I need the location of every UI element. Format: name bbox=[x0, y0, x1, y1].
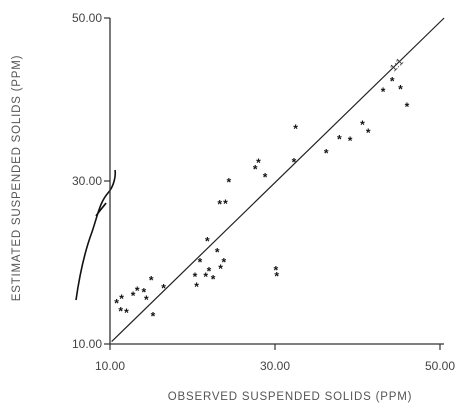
hand-drawn-curve-tick bbox=[95, 202, 107, 217]
data-point: * bbox=[193, 270, 198, 284]
data-point: * bbox=[292, 155, 297, 169]
data-point: * bbox=[135, 284, 140, 298]
data-point: * bbox=[144, 293, 149, 307]
data-point: * bbox=[360, 118, 365, 132]
data-point: * bbox=[203, 270, 208, 284]
data-point: * bbox=[207, 264, 212, 278]
data-point: * bbox=[223, 197, 228, 211]
data-point: * bbox=[253, 163, 258, 177]
data-point: * bbox=[151, 309, 156, 323]
data-point: * bbox=[390, 75, 395, 89]
x-tick-label: 50.00 bbox=[425, 359, 455, 373]
data-point: * bbox=[324, 146, 329, 160]
data-point: * bbox=[124, 306, 129, 320]
data-point: * bbox=[226, 176, 231, 190]
data-point: * bbox=[161, 282, 166, 296]
data-point: * bbox=[381, 85, 386, 99]
data-point: * bbox=[405, 100, 410, 114]
y-tick-label: 10.00 bbox=[72, 337, 102, 351]
data-point: * bbox=[337, 132, 342, 146]
data-point: * bbox=[194, 280, 199, 294]
y-axis-title: ESTIMATED SUSPENDED SOLIDS (PPM) bbox=[11, 55, 23, 301]
x-axis-title: OBSERVED SUSPENDED SOLIDS (PPM) bbox=[168, 391, 412, 403]
data-point: * bbox=[274, 269, 279, 283]
y-ticks: 10.00 30.00 50.00 bbox=[72, 11, 110, 351]
data-point: * bbox=[348, 134, 353, 148]
data-point: * bbox=[273, 264, 278, 278]
data-point: * bbox=[222, 256, 227, 270]
y-tick-label: 30.00 bbox=[72, 174, 102, 188]
one-to-one-label: 1:1 bbox=[388, 56, 406, 74]
data-point: * bbox=[398, 83, 403, 97]
data-point: * bbox=[198, 256, 203, 270]
data-point: * bbox=[149, 273, 154, 287]
x-tick-label: 10.00 bbox=[95, 359, 125, 373]
data-point: * bbox=[263, 171, 268, 185]
data-point: * bbox=[205, 234, 210, 248]
x-ticks: 10.00 30.00 50.00 bbox=[95, 344, 455, 373]
data-point: * bbox=[217, 198, 222, 212]
data-point: * bbox=[293, 122, 298, 136]
one-to-one-line bbox=[111, 17, 445, 342]
data-point: * bbox=[218, 262, 223, 276]
y-tick-label: 50.00 bbox=[72, 11, 102, 25]
x-tick-label: 30.00 bbox=[260, 359, 290, 373]
data-points: * ** ** * **************** *********** ******* bbox=[114, 75, 409, 324]
data-point: * bbox=[118, 304, 123, 318]
data-point: * bbox=[215, 246, 220, 260]
data-point: * bbox=[131, 289, 136, 303]
data-point: * bbox=[141, 286, 146, 300]
data-point: * bbox=[366, 126, 371, 140]
data-point: * bbox=[256, 156, 261, 170]
data-point: * bbox=[119, 292, 124, 306]
data-point: * bbox=[211, 273, 216, 287]
data-point: * bbox=[114, 296, 119, 310]
